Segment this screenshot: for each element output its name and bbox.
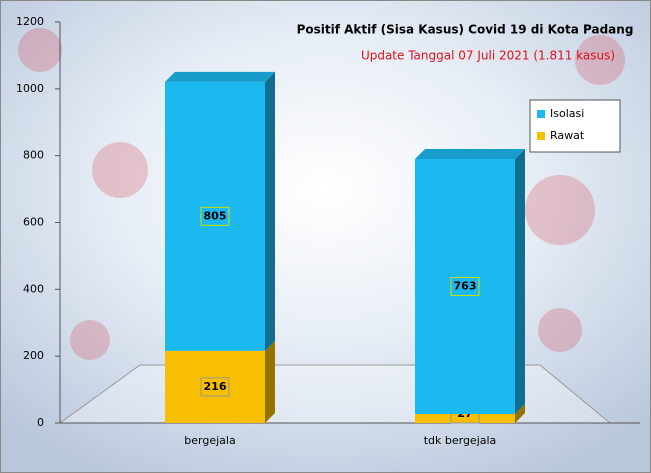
y-tick-label: 1000 [16,82,44,95]
y-tick-label: 800 [23,149,44,162]
bar-top [415,149,525,160]
legend-label: Isolasi [550,107,584,120]
x-tick-label: tdk bergejala [424,434,497,447]
y-tick-label: 0 [37,416,44,429]
y-tick-label: 200 [23,349,44,362]
chart-title: Positif Aktif (Sisa Kasus) Covid 19 di K… [297,23,634,37]
data-label: 763 [454,279,477,292]
legend-swatch [537,132,545,140]
data-label-box [200,206,230,226]
bar-side [265,71,275,351]
y-tick-label: 600 [23,216,44,229]
legend [529,99,621,153]
data-label: 805 [204,209,227,222]
legend-swatch [537,110,545,118]
bar-side [515,149,525,414]
legend-label: Rawat [550,129,585,142]
bar-side [515,403,525,423]
decoration [18,28,625,360]
bar-top [165,71,275,82]
bar [165,81,265,351]
data-label: 216 [204,380,227,393]
y-tick-label: 1200 [16,15,44,28]
floor [58,364,612,424]
data-label-box [450,276,480,296]
bar-side [265,340,275,423]
data-label-box [200,377,230,397]
bar [415,159,515,414]
x-tick-label: bergejala [184,434,235,447]
y-tick-label: 400 [23,282,44,295]
bar [165,350,265,423]
chart-subtitle: Update Tanggal 07 Juli 2021 (1.811 kasus… [361,49,615,63]
bar [415,413,515,423]
